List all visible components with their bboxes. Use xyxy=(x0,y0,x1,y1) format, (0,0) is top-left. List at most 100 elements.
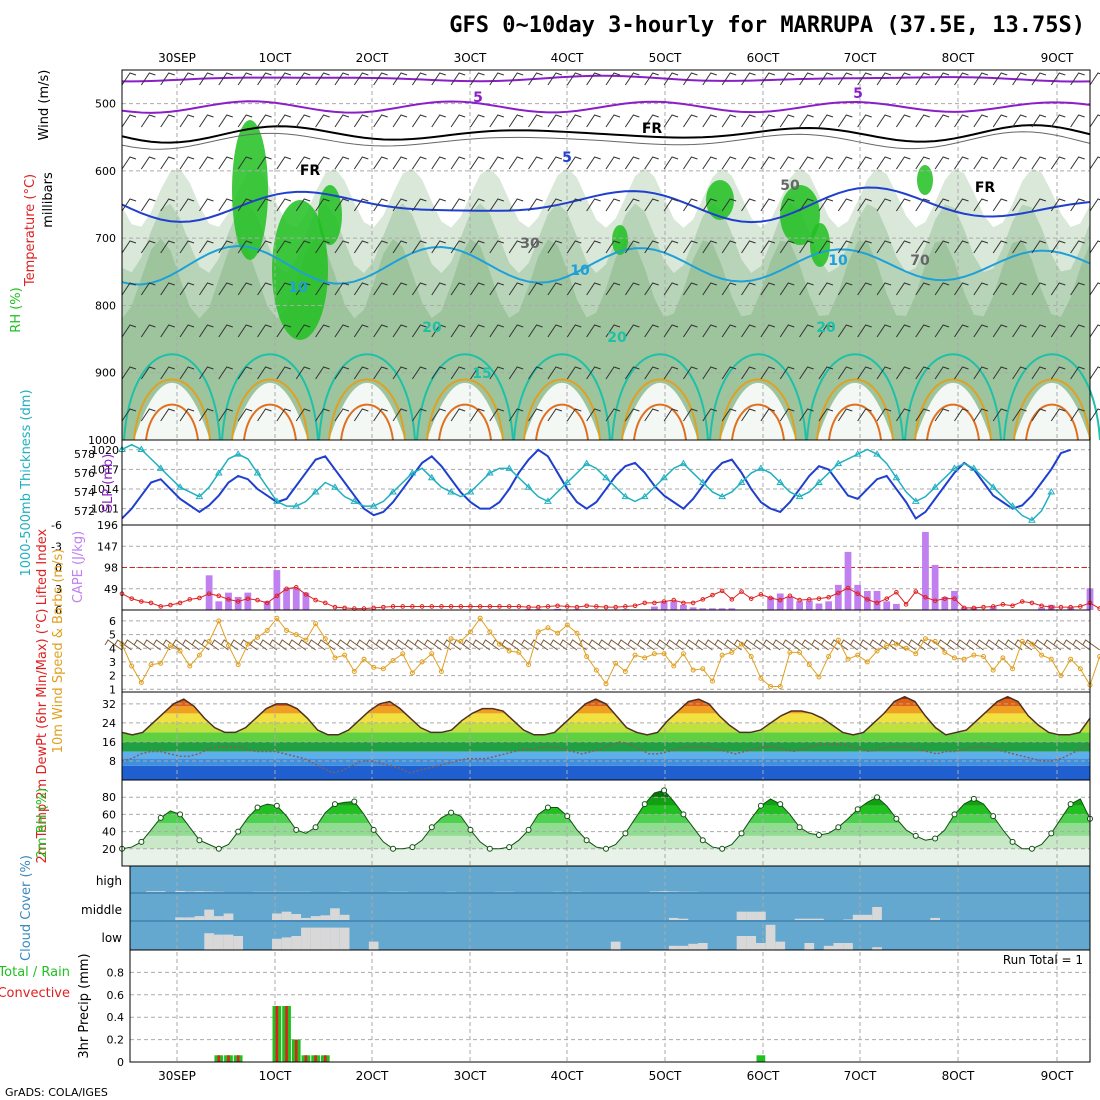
wind-barb xyxy=(450,366,466,380)
wind-barb xyxy=(683,282,698,296)
temp-color-band xyxy=(122,741,1090,752)
wind-barb xyxy=(392,114,408,128)
wind-barb xyxy=(334,282,350,296)
wind-axis-label: 10m Wind Speed & Barbs (m/s) xyxy=(51,549,66,754)
wind-barb xyxy=(895,324,911,338)
pressure-tick-label: 900 xyxy=(95,367,116,380)
rh-point xyxy=(990,813,997,820)
wind-tick-label: 4 xyxy=(109,642,116,655)
wind-speed-line xyxy=(121,617,1100,688)
temp-tick-label: 24 xyxy=(102,717,116,730)
wind-barb xyxy=(392,198,408,212)
wind-barb xyxy=(450,72,466,86)
wind-barb-10m xyxy=(259,639,278,651)
wind-barb xyxy=(295,366,311,380)
wind-barb xyxy=(624,282,640,296)
lifted-index-point xyxy=(487,604,493,609)
cape-tick-label: 49 xyxy=(104,583,118,596)
wind-barb xyxy=(1089,72,1100,86)
wind-barb xyxy=(489,282,504,296)
wind-barb xyxy=(934,408,950,422)
li-axis-label: Lifted Index xyxy=(35,528,50,605)
cloud-bar-low xyxy=(697,943,708,950)
rh-saturated-patch xyxy=(917,165,933,195)
wind-barb xyxy=(721,156,737,170)
cloud-bar-low xyxy=(668,945,679,950)
contour-label: FR xyxy=(642,121,663,137)
thickness-marker xyxy=(582,459,591,467)
cross-section-side-label: RH (%) xyxy=(9,287,24,332)
thickness-marker xyxy=(485,469,494,476)
wind-barb xyxy=(683,156,698,170)
wind-barb xyxy=(663,240,679,254)
cape-bar xyxy=(728,608,736,610)
thickness-marker xyxy=(698,478,707,485)
slp-tick-label: 1014 xyxy=(91,483,119,496)
rh-point xyxy=(525,826,532,833)
cape-bar xyxy=(805,600,813,610)
wind-barb xyxy=(954,366,969,380)
wind-barb xyxy=(276,240,292,254)
cloud-bar-middle xyxy=(184,917,195,920)
wind-barb xyxy=(818,156,834,170)
wind-barb xyxy=(470,198,485,212)
wind-barb-10m xyxy=(404,639,423,651)
wind-barb xyxy=(799,72,814,86)
wind-speed-point xyxy=(409,670,415,676)
wind-barb xyxy=(450,408,466,422)
wind-barb xyxy=(895,366,911,380)
wind-barb-10m xyxy=(869,639,888,651)
cloud-bar-middle xyxy=(852,914,863,920)
temperature-line xyxy=(121,695,1091,736)
surface-dome xyxy=(134,382,210,440)
wind-speed-point xyxy=(555,630,561,636)
wind-barb xyxy=(392,324,408,338)
temp-contour-minus5-top xyxy=(121,74,1091,83)
wind-barb xyxy=(818,408,834,422)
wind-barb xyxy=(121,198,137,212)
temp-contour-20 xyxy=(709,353,807,441)
thickness-marker xyxy=(756,464,765,471)
wind-barb xyxy=(934,240,950,254)
wind-barb xyxy=(702,198,717,212)
wind-barb xyxy=(508,240,524,254)
wind-barb xyxy=(1089,156,1100,170)
wind-barb xyxy=(431,408,446,422)
cloud-bar-low xyxy=(330,927,340,950)
wind-barb xyxy=(353,408,369,422)
cape-bar xyxy=(292,588,300,610)
lifted-index-point xyxy=(148,600,154,606)
lifted-index-point xyxy=(226,597,231,602)
wind-barb xyxy=(644,240,659,254)
rh-point xyxy=(699,837,706,844)
wind-barb xyxy=(295,198,311,212)
wind-barb xyxy=(741,324,756,338)
cape-bar xyxy=(767,596,774,610)
wind-speed-point xyxy=(671,663,677,669)
cloud-bar-middle xyxy=(736,911,747,920)
wind-speed-point xyxy=(506,648,512,654)
wind-barb-10m xyxy=(1014,639,1033,651)
pressure-tick-label: 700 xyxy=(95,232,116,245)
wind-barb xyxy=(121,72,137,86)
wind-barb xyxy=(760,72,776,86)
wind-barb-10m xyxy=(985,639,1004,651)
wind-barb xyxy=(528,408,543,422)
wind-barb xyxy=(121,324,137,338)
thickness-marker xyxy=(621,492,630,500)
wind-barb-10m xyxy=(104,639,123,651)
wind-barb xyxy=(334,240,350,254)
wind-barb xyxy=(586,240,601,254)
wind-barb xyxy=(237,114,253,128)
wind-barb xyxy=(566,72,582,86)
wind-speed-point xyxy=(448,636,454,642)
wind-barb xyxy=(199,282,214,296)
cloud-bar-high xyxy=(668,891,679,892)
wind-speed-point xyxy=(574,630,580,636)
wind-speed-point xyxy=(709,678,715,684)
wind-speed-point xyxy=(826,653,832,659)
wind-barb xyxy=(721,240,737,254)
wind-barb xyxy=(837,114,853,128)
wind-barb xyxy=(257,324,272,338)
bottom-date-label: 3OCT xyxy=(454,1069,487,1083)
